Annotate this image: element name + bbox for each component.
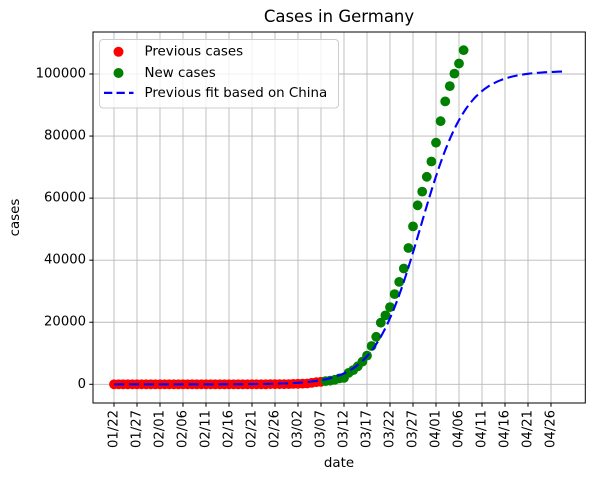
legend: Previous cases New cases Previous fit ba… (99, 39, 339, 109)
new-cases-point (435, 116, 446, 127)
new-cases-point (394, 277, 405, 287)
x-tick-label: 04/21 (521, 410, 536, 448)
x-tick-label: 03/17 (360, 410, 375, 448)
y-axis-label: cases (8, 199, 23, 237)
legend-label-new-cases: New cases (145, 66, 216, 81)
x-tick-label: 02/06 (176, 410, 191, 448)
new-cases-point (389, 289, 400, 299)
new-cases-point (408, 221, 418, 232)
new-cases-point (454, 58, 464, 69)
y-tick-labels: 0 20000 40000 60000 80000 100000 (36, 67, 86, 392)
x-tick-labels: 01/22 01/27 02/01 02/06 02/11 02/16 02/21 02/26… (107, 410, 559, 448)
plot-border (92, 31, 586, 404)
legend-label-previous-fit: Previous fit based on China (145, 86, 328, 101)
y-tick-label: 80000 (44, 129, 86, 144)
x-tick-label: 01/27 (130, 410, 145, 448)
y-tick-label: 0 (78, 377, 86, 392)
x-tick-label: 04/16 (498, 410, 513, 448)
x-tick-label: 02/16 (222, 410, 237, 448)
y-tick-label: 40000 (44, 253, 86, 268)
new-cases-point (431, 137, 441, 148)
fit-curve (114, 70, 565, 386)
x-tick-label: 02/26 (268, 410, 283, 448)
x-tick-label: 03/02 (291, 410, 306, 448)
y-tick-label: 60000 (44, 191, 86, 206)
new-cases-point (371, 331, 382, 342)
data-series (109, 45, 565, 390)
x-tick-label: 02/11 (199, 410, 214, 448)
legend-box (99, 39, 339, 109)
x-tick-label: 03/22 (383, 410, 398, 448)
legend-label-previous-cases: Previous cases (145, 45, 244, 60)
new-cases-point (440, 96, 451, 107)
x-tick-label: 03/27 (406, 410, 421, 448)
new-cases-point (412, 200, 423, 211)
new-cases-point (417, 186, 428, 197)
x-tick-label: 04/11 (475, 410, 490, 448)
new-cases-point (458, 45, 469, 56)
new-cases-point (449, 68, 460, 79)
new-cases-point (375, 317, 386, 328)
x-tick-label: 04/26 (544, 410, 559, 448)
y-tick-label: 100000 (36, 67, 86, 82)
new-cases-point (385, 302, 395, 312)
x-tick-label: 02/21 (245, 410, 260, 448)
legend-marker-new-cases-icon (113, 68, 124, 78)
new-cases-point (421, 171, 432, 182)
x-axis-label: date (324, 456, 354, 471)
y-tick-label: 20000 (44, 315, 86, 330)
new-cases-point (380, 310, 391, 321)
x-tick-label: 03/07 (314, 410, 329, 448)
x-tick-label: 01/22 (107, 410, 122, 448)
x-tick-label: 04/01 (429, 410, 444, 448)
x-tick-label: 03/12 (337, 410, 352, 448)
axis-ticks (89, 73, 552, 407)
new-cases-point (444, 81, 455, 91)
new-cases-point (403, 243, 414, 253)
legend-marker-previous-cases-icon (113, 46, 124, 57)
new-cases-point (426, 156, 437, 167)
x-tick-label: 04/06 (452, 410, 467, 448)
new-cases-point (398, 263, 409, 274)
x-tick-label: 02/01 (153, 410, 168, 448)
chart-title: Cases in Germany (264, 7, 415, 26)
